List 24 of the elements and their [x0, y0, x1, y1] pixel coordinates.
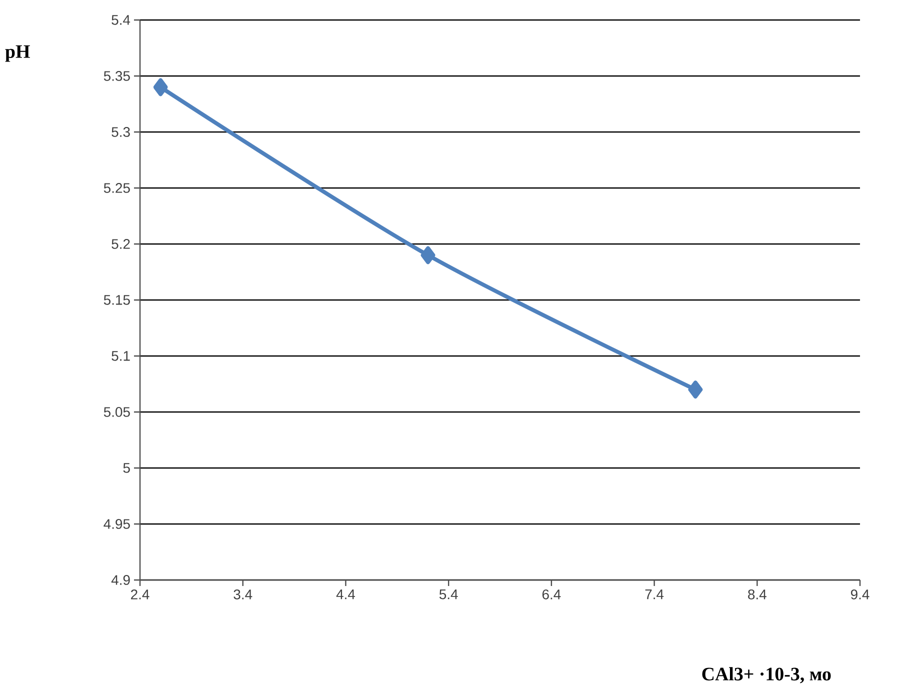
- y-tick-label: 5.35: [104, 71, 130, 81]
- y-axis-title: pH: [5, 45, 30, 62]
- y-tick-label: 5.25: [104, 183, 130, 193]
- y-tick-label: 5.3: [112, 127, 130, 137]
- point: [153, 78, 168, 96]
- x-tick-label: 9.4: [850, 589, 870, 600]
- y-tick-label: 4.9: [111, 575, 130, 585]
- y-tick-label: 4.95: [104, 519, 130, 529]
- point: [688, 380, 703, 399]
- y-tick-label: 5.2: [112, 239, 130, 249]
- x-tick-label: 3.4: [234, 589, 252, 600]
- x-tick-label: 5.4: [439, 590, 458, 600]
- point: [420, 246, 436, 264]
- y-tick-label: 5.05: [104, 407, 130, 417]
- y-tick-label: 5.15: [104, 295, 130, 305]
- x-tick-label: 2.4: [131, 589, 150, 600]
- y-tick-label: 5.4: [112, 15, 130, 25]
- y-tick-label: 5.1: [112, 351, 130, 361]
- x-tick-label: 4.4: [336, 590, 356, 600]
- x-axis-title: CAl3+ ·10-3, мо: [702, 667, 831, 684]
- x-tick-label: 7.4: [645, 590, 664, 600]
- x-tick-label: 6.4: [542, 589, 561, 600]
- y-tick-label: 5: [123, 463, 130, 473]
- x-tick-label: 8.4: [748, 589, 766, 600]
